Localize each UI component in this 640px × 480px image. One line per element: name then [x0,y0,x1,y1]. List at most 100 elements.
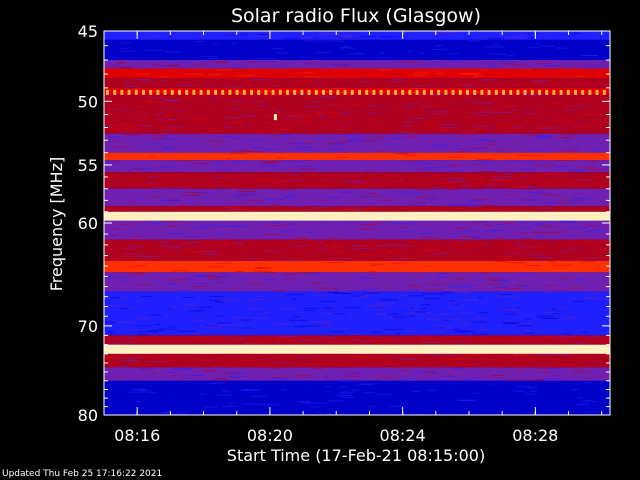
emission-dot [487,89,491,95]
emission-dot [120,89,124,95]
emission-dot [372,89,376,95]
emission-dot [178,89,181,95]
y-axis-label: Frequency [MHz] [47,157,66,291]
emission-dot [134,89,138,95]
spectrum-band-23 [104,353,610,368]
emission-dot [163,89,167,95]
emission-dot [574,89,577,95]
emission-dot [480,89,484,95]
emission-dot [595,89,599,95]
emission-dot [228,89,232,95]
x-tick-label: 08:20 [247,426,293,445]
emission-dot [278,89,282,95]
emission-dot [394,89,397,95]
emission-dot [149,89,153,95]
emission-dot [127,89,131,95]
emission-dot [235,89,239,95]
emission-dot [113,89,117,95]
emission-dot [206,89,210,95]
emission-dot [602,89,606,95]
emission-dot [408,89,412,95]
emission-dot [552,89,556,95]
spectrum-band-2 [104,60,610,69]
spectrum-band-14 [104,211,610,221]
emission-dot [322,89,325,95]
y-tick-label: 55 [78,156,98,175]
emission-dot [444,89,448,95]
spectrum-band-15 [104,220,610,240]
emission-dot [581,89,585,95]
emission-dot [106,89,109,95]
emission-dot [473,89,477,95]
emission-dot [336,89,340,95]
spectrum-band-19 [104,291,610,312]
emission-dot [386,89,390,95]
spectrum-band-1 [104,39,610,61]
emission-dot [379,89,383,95]
emission-dot [300,89,304,95]
emission-dot [530,89,534,95]
emission-dot [314,89,318,95]
spectrum-band-8 [104,133,610,153]
y-tick-label: 70 [78,317,98,336]
intermittent-emission-line [106,89,606,95]
spectrum-texture [104,31,608,415]
emission-dot [185,89,189,95]
emission-dot [559,89,563,95]
emission-dot [250,89,253,95]
spectrum-band-18 [104,272,610,292]
emission-dot [170,89,174,95]
spectrum-band-5 [104,87,610,95]
emission-dot [458,89,462,95]
spectrum-band-6 [104,94,610,108]
x-tick-label: 08:28 [512,426,558,445]
emission-dot [466,89,469,95]
emission-dot [358,89,361,95]
spectrum-band-7 [104,107,610,134]
emission-dot [509,89,513,95]
emission-dot [286,89,289,95]
emission-dot [156,89,160,95]
emission-spot [273,114,277,121]
spectrum-band-9 [104,152,610,161]
spectrum-band-12 [104,188,610,207]
emission-dot [264,89,268,95]
spectrum-band-13 [104,206,610,212]
spectrum-band-4 [104,78,610,88]
emission-dot [221,89,225,95]
emission-dot [257,89,261,95]
spectrum-band-0 [104,31,610,40]
emission-dot [401,89,405,95]
emission-dot [437,89,441,95]
axes: 45 50 55 60 70 80 08:16 08:20 08:24 08:28 [78,22,610,445]
emission-dot [293,89,297,95]
emission-dot [329,89,333,95]
emission-dot [142,89,145,95]
plot-area [104,31,610,415]
spectrum-band-17 [104,260,610,273]
emission-dot [415,89,419,95]
spectrum-band-22 [104,344,610,354]
emission-dot [430,89,433,95]
updated-timestamp: Updated Thu Feb 25 17:16:22 2021 [2,469,163,479]
emission-dot [494,89,498,95]
emission-dot [566,89,570,95]
spectrum-band-16 [104,239,610,261]
emission-dot [516,89,520,95]
emission-dot [365,89,369,95]
x-tick-label: 08:16 [114,426,160,445]
emission-dot [307,89,311,95]
x-tick-label: 08:24 [380,426,426,445]
emission-dot [588,89,592,95]
spectrum-band-3 [104,68,610,79]
y-tick-label: 80 [78,406,98,425]
x-axis-label: Start Time (17-Feb-21 08:15:00) [227,446,485,465]
emission-dot [502,89,505,95]
emission-dot [538,89,541,95]
emission-dot [545,89,549,95]
emission-dot [523,89,527,95]
chart-title: Solar radio Flux (Glasgow) [231,5,481,27]
y-tick-label: 60 [78,214,98,233]
emission-dot [242,89,246,95]
